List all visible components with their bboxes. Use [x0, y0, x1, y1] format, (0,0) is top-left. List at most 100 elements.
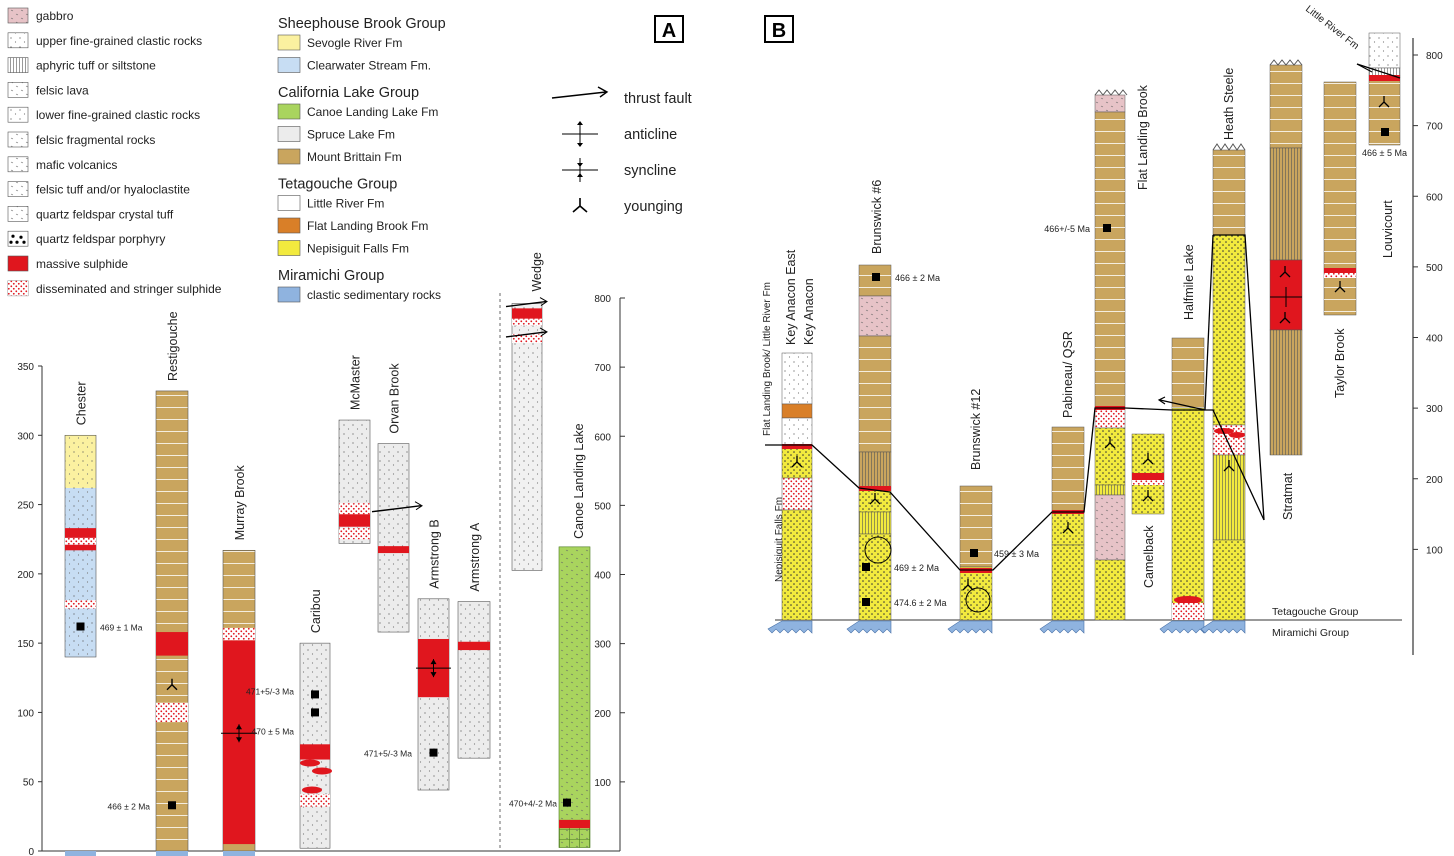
- tick-label: 150: [17, 639, 34, 650]
- unit-pattern: [1213, 540, 1245, 620]
- younging-symbol: [791, 456, 803, 468]
- sulphide-lens: [1229, 432, 1245, 438]
- age-label: 466 ± 5 Ma: [1362, 148, 1407, 158]
- lithology-legend: gabbro upper fine-grained clastic rocks ap…: [7, 7, 222, 297]
- column-flat-landing-brook: 466+/-5 Ma Flat Landing Brook: [1044, 84, 1150, 621]
- side-label: Flat Landing Brook/ Little River Fm: [762, 282, 773, 436]
- top-break: [1094, 89, 1128, 96]
- column-name: Camelback: [1142, 525, 1156, 588]
- miramichi-base: [223, 851, 255, 856]
- legend-label: felsic tuff and/or hyaloclastite: [36, 183, 190, 197]
- porphyry-dot: [15, 240, 19, 244]
- younging-symbol: [1142, 490, 1154, 502]
- column-name: Flat Landing Brook: [1136, 84, 1150, 190]
- unit-pattern: [1095, 560, 1125, 620]
- younging-symbol: [166, 678, 178, 691]
- symbol-label: anticline: [624, 127, 677, 143]
- column-outline: [377, 443, 410, 633]
- younging-symbol: [962, 579, 974, 591]
- group-label: Tetagouche Group: [1272, 606, 1359, 618]
- legend-item-flava: felsic lava: [7, 82, 89, 98]
- younging-symbol: younging: [572, 198, 683, 215]
- younging-symbol: [1104, 437, 1116, 449]
- group-item: clastic sedimentary rocks: [277, 286, 441, 303]
- legend-label: mafic volcanics: [36, 158, 117, 172]
- column-pabineau: Pabineau/ QSR: [1039, 331, 1085, 634]
- fold-arrows: [430, 659, 437, 678]
- group-label: clastic sedimentary rocks: [307, 288, 441, 302]
- group-heading: Miramichi Group: [278, 268, 384, 284]
- swatch-pattern: [8, 107, 28, 123]
- column-stratmat: Stratmat: [1269, 59, 1303, 520]
- legend-item-ms: massive sulphide: [7, 255, 128, 272]
- thrust: [505, 331, 547, 338]
- symbol-legend: thrust fault anticline syncline younging: [551, 86, 692, 215]
- column-chester: 469 ± 1 Ma Chester: [64, 382, 143, 856]
- group-heading: California Lake Group: [278, 85, 419, 101]
- unit: [1094, 407, 1126, 429]
- column-murray-brook: Murray Brook: [221, 465, 257, 856]
- massive-sulphide: [458, 641, 490, 651]
- tick-label: 600: [1426, 192, 1443, 203]
- column-wedge: Wedge: [505, 252, 548, 571]
- thrust-head: [597, 86, 609, 98]
- miramichi-base: [846, 620, 892, 634]
- panel-a-stratigraphic-columns: 0 50 100 150 200 250 300 350 100 200 300 400 500 600 7…: [17, 252, 625, 856]
- correlation-line-2: [1213, 234, 1265, 521]
- sample-marker: [429, 748, 438, 757]
- disseminated-sulphide: [223, 627, 255, 641]
- massive-sulphide: [156, 632, 188, 656]
- group-label: Spruce Lake Fm: [307, 128, 395, 142]
- column-name: Armstrong A: [468, 522, 482, 591]
- tick-label: 500: [594, 501, 611, 512]
- massive-sulphide: [1369, 75, 1400, 81]
- swatch: [277, 126, 301, 142]
- thrust-line: [1159, 399, 1206, 411]
- thrust-head: [539, 297, 548, 306]
- column-name: Caribou: [309, 589, 323, 633]
- group-item: Nepisiguit Falls Fm: [277, 240, 409, 256]
- legend-label: disseminated and stringer sulphide: [36, 282, 222, 296]
- disseminated-sulphide: [1172, 603, 1204, 620]
- massive-sulphide: [559, 819, 590, 829]
- tick-label: 100: [594, 778, 611, 789]
- disseminated-sulphide: [512, 333, 542, 343]
- unit-pattern: [782, 418, 812, 448]
- legend-label: gabbro: [36, 9, 74, 23]
- age-label: 471+5/-3 Ma: [246, 686, 294, 696]
- unit-pattern: [1369, 68, 1400, 76]
- column-camelback: Camelback: [1131, 433, 1165, 588]
- miramichi-base: [65, 851, 96, 856]
- disseminated-sulphide: [339, 503, 370, 515]
- unit-pattern: [65, 487, 96, 657]
- age-label: 469 ± 1 Ma: [100, 623, 143, 633]
- age-label: 470 ± 5 Ma: [252, 726, 295, 736]
- younging-symbol: [1142, 453, 1154, 465]
- younging-mark: [572, 198, 588, 213]
- unit-pattern: [1324, 82, 1356, 315]
- group-item: Little River Fm: [277, 195, 384, 211]
- swatch: [277, 286, 301, 303]
- porphyry: [864, 536, 892, 564]
- swatch: [277, 57, 301, 73]
- legend-label: felsic fragmental rocks: [36, 133, 155, 147]
- swatch-pattern: [8, 156, 28, 172]
- unit: [781, 477, 813, 511]
- sample-marker: [168, 801, 176, 810]
- unit-pattern: [859, 452, 891, 488]
- younging-symbol: [1334, 281, 1346, 293]
- unit-pattern: [1270, 330, 1302, 455]
- unit-pattern: [1052, 427, 1084, 512]
- sulphide-lens: [312, 767, 332, 775]
- swatch: [277, 103, 301, 120]
- age-label: 459 ± 3 Ma: [994, 549, 1039, 559]
- svg-text:B: B: [772, 20, 786, 42]
- column-taylor-brook: Taylor Brook: [1323, 81, 1357, 398]
- massive-sulphide: [1132, 473, 1164, 480]
- sulphide-lens: [300, 759, 320, 767]
- unit-pattern: [859, 512, 891, 534]
- unit-pattern: [1095, 112, 1125, 408]
- age-label: 466+/-5 Ma: [1044, 224, 1090, 234]
- legend-item-diss: disseminated and stringer sulphide: [7, 280, 222, 297]
